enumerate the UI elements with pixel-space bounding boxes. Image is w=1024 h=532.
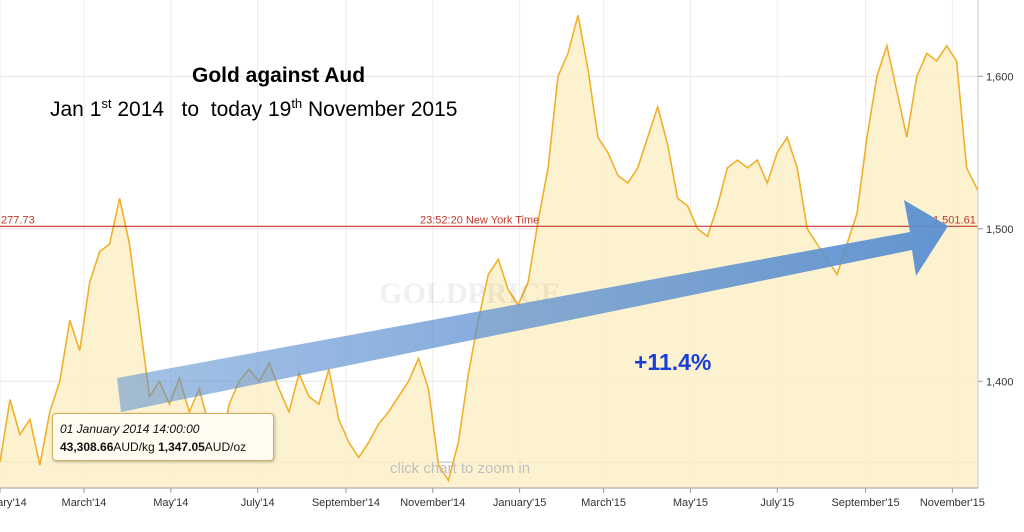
subtitle-prefix: Jan 1 [50, 98, 102, 121]
tooltip-date: 01 January 2014 14:00:00 [60, 422, 200, 436]
x-tick-label-3: July'14 [241, 497, 275, 509]
y-axis: 1,400 1,500 1,600 [977, 0, 1014, 488]
x-tick-label-8: May'15 [673, 497, 708, 509]
x-tick-label-10: September'15 [831, 497, 899, 509]
change-percent-label: +11.4% [634, 349, 711, 375]
reference-value-label: 1,501.61 [933, 214, 976, 226]
x-tick-label-9: July'15 [760, 497, 794, 509]
tooltip-per-kg: 43,308.66 [60, 440, 114, 454]
x-tick-label-1: March'14 [62, 497, 107, 509]
title-line1: Gold against Aud [192, 64, 366, 87]
subtitle-sup-st: st [101, 96, 112, 111]
zoom-hint[interactable]: click chart to zoom in [390, 460, 530, 477]
subtitle-mid: 2014 to today 19 [111, 98, 292, 121]
price-tooltip: 01 January 2014 14:00:00 43,308.66AUD/kg… [52, 413, 274, 461]
trend-arrow [117, 200, 948, 412]
tooltip-per-oz-unit: AUD/oz [204, 440, 247, 454]
chart-title: Gold against Aud [192, 64, 365, 88]
tooltip-per-kg-unit: AUD/kg [113, 440, 155, 454]
y-tick-label-0: 1,400 [986, 376, 1014, 388]
x-tick-label-6: January'15 [493, 497, 546, 509]
tooltip-per-oz: 1,347.05 [158, 440, 205, 454]
reference-time-label: 23:52:20 New York Time [420, 214, 539, 226]
subtitle-suffix: November 2015 [302, 98, 458, 121]
reference-left-label: ,277.73 [0, 214, 35, 226]
x-tick-label-7: March'15 [581, 497, 626, 509]
x-tick-label-4: September'14 [312, 497, 380, 509]
x-tick-label-0: January'14 [0, 497, 27, 509]
x-tick-label-5: November'14 [400, 497, 465, 509]
x-tick-label-11: November'15 [920, 497, 985, 509]
x-axis: January'14 March'14 May'14 July'14 September… [0, 487, 985, 509]
subtitle-sup-th: th [291, 96, 303, 111]
y-tick-label-2: 1,600 [986, 71, 1014, 83]
chart-subtitle: Jan 1st 2014 to today 19th November 2015 [50, 96, 457, 122]
x-tick-label-2: May'14 [153, 497, 188, 509]
tooltip-values: 43,308.66AUD/kg 1,347.05AUD/oz [60, 440, 246, 454]
price-area-fill [0, 15, 978, 489]
y-tick-label-1: 1,500 [986, 224, 1014, 236]
